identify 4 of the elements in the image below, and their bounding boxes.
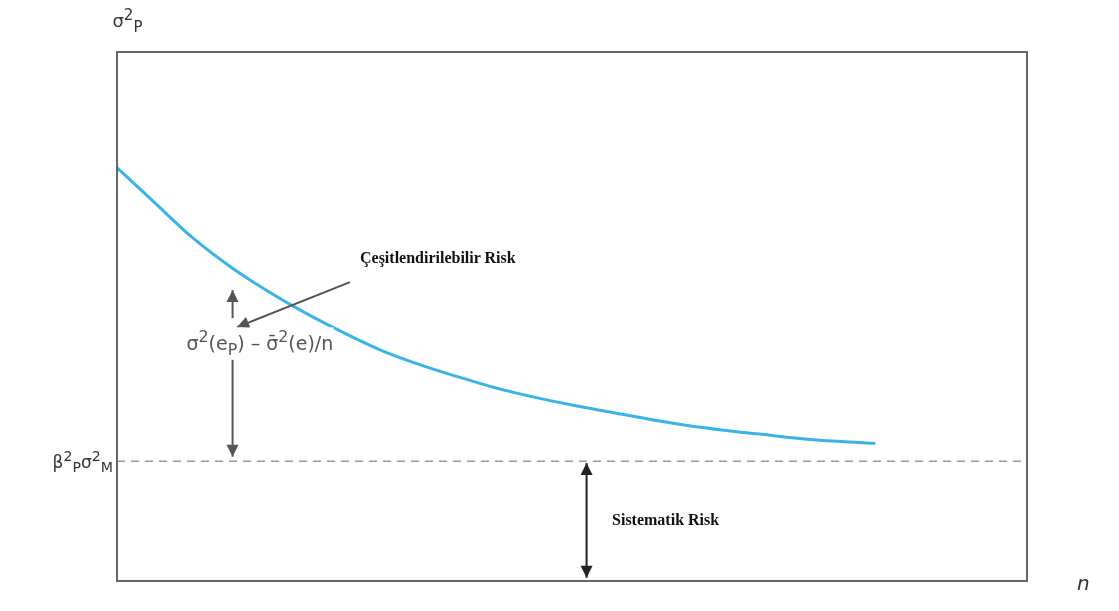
x-axis-title: n bbox=[1077, 571, 1090, 595]
annotation: σ$^{2}$(e$_{P}$) – σ̄$^{2}$(e)/n bbox=[186, 327, 334, 359]
annotation: Çeşitlendirilebilir Risk bbox=[359, 248, 516, 267]
annotation: Sistematik Risk bbox=[612, 511, 720, 530]
